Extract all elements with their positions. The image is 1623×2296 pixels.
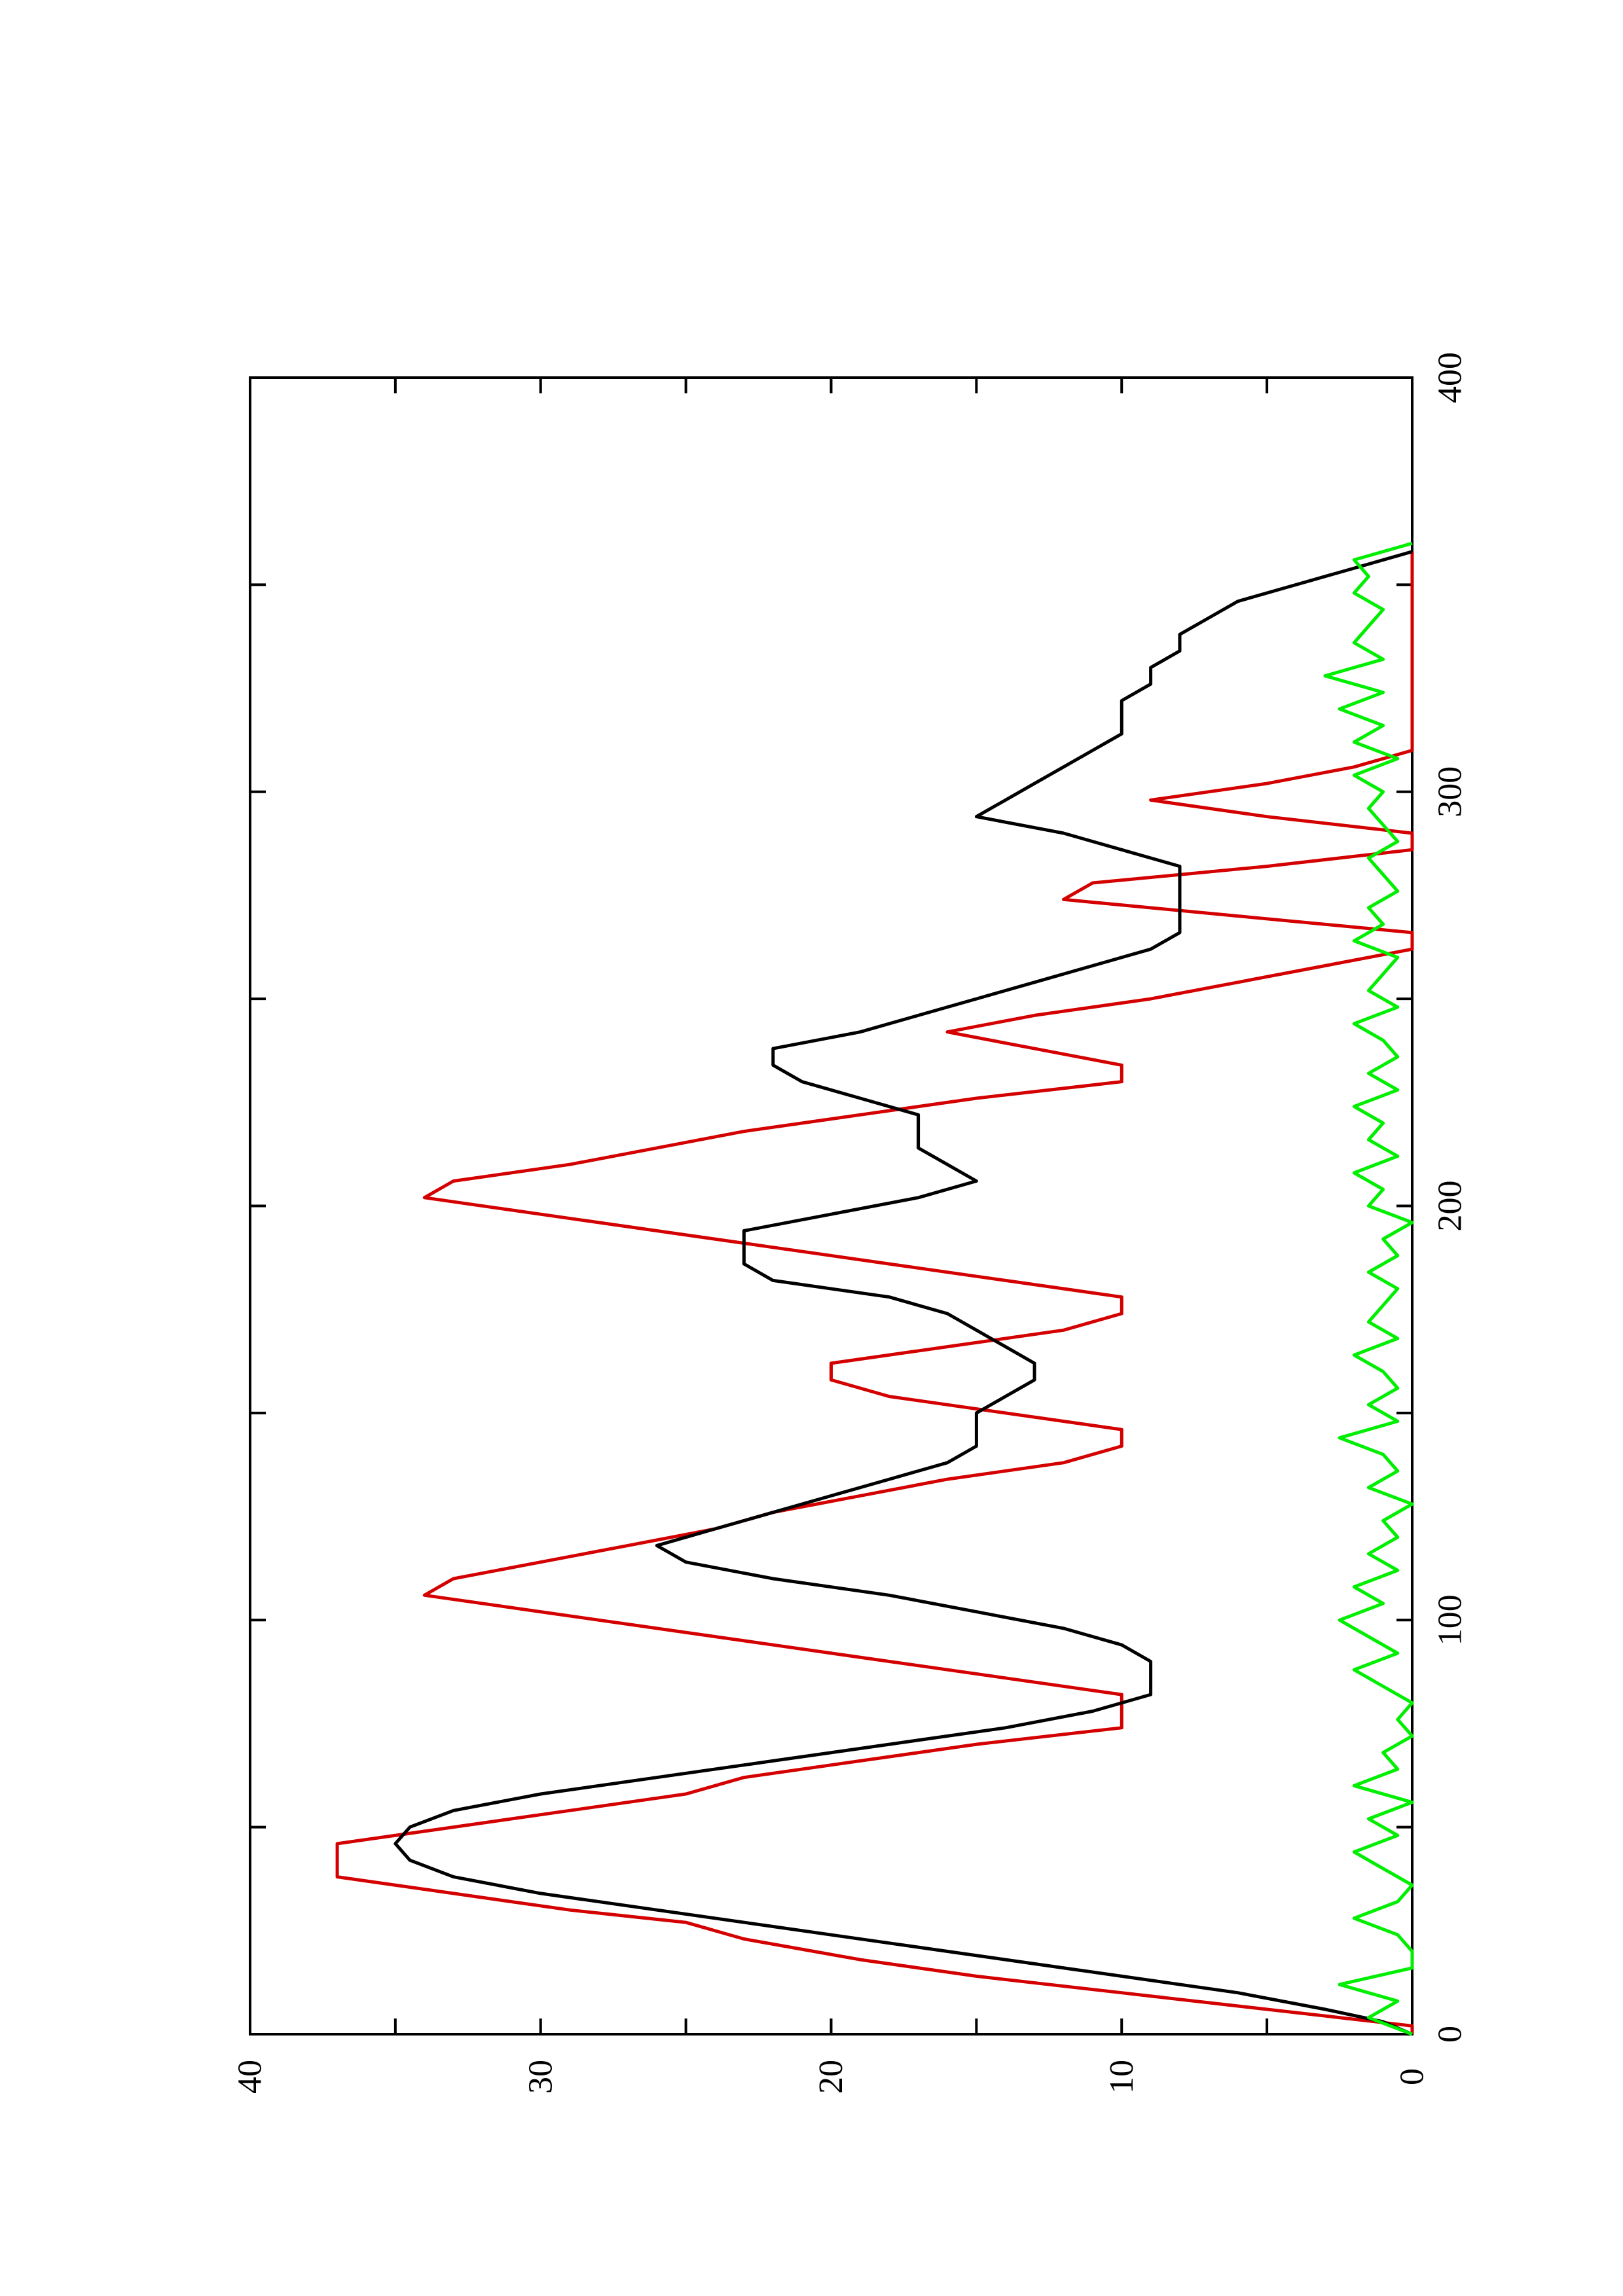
series-line-1 xyxy=(335,551,1414,2034)
axis-tick-labels: 0 100 200 300 400 0 10 20 30 40 xyxy=(232,352,1469,2094)
series-layer xyxy=(335,541,1414,2036)
x-tick-label: 400 xyxy=(1432,352,1469,403)
plot-frame xyxy=(249,376,1413,2036)
series-line-3 xyxy=(1323,541,1414,2036)
series-line-2 xyxy=(393,550,1413,2036)
x-tick-label: 200 xyxy=(1432,1181,1469,1232)
y-tick-label: 20 xyxy=(812,2060,850,2094)
axis-ticks xyxy=(249,376,1413,2036)
y-tick-label: 30 xyxy=(522,2060,559,2094)
y-tick-label: 10 xyxy=(1103,2060,1140,2094)
y-tick-label: 0 xyxy=(1394,2068,1431,2085)
y-tick-label: 40 xyxy=(232,2060,269,2094)
x-tick-label: 0 xyxy=(1432,2026,1469,2043)
x-tick-label: 300 xyxy=(1432,766,1469,817)
x-tick-label: 100 xyxy=(1432,1594,1469,1645)
